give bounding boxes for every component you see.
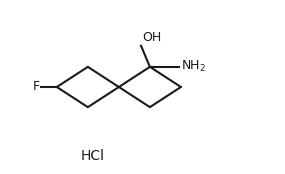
Text: F: F xyxy=(32,81,39,93)
Text: HCl: HCl xyxy=(80,149,104,163)
Text: NH$_2$: NH$_2$ xyxy=(181,59,205,74)
Text: OH: OH xyxy=(142,31,162,44)
